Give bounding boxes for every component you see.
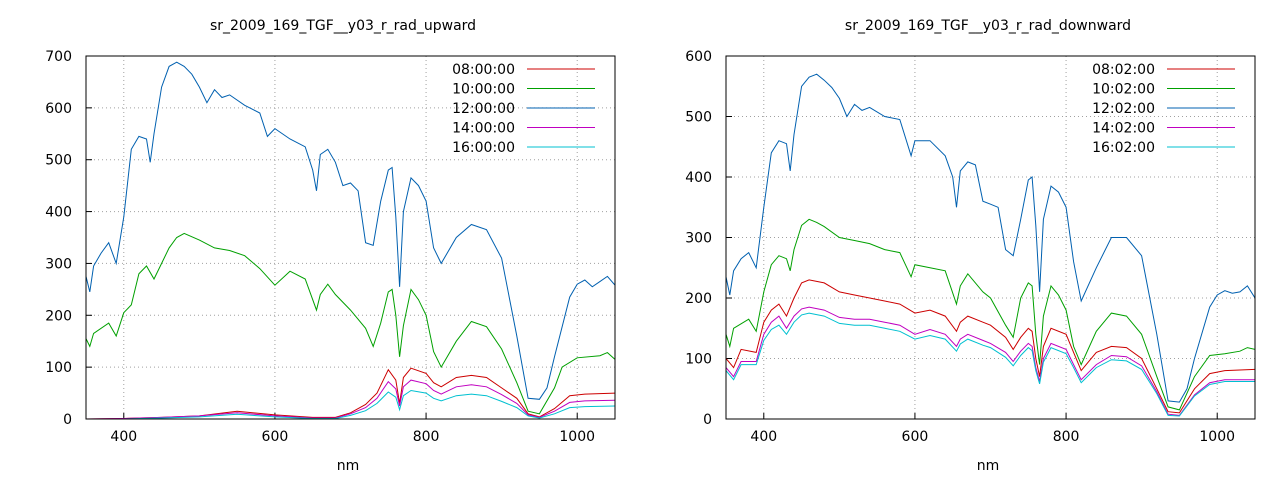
x-tick-label: 1000 bbox=[1199, 429, 1235, 445]
y-tick-label: 400 bbox=[45, 205, 72, 221]
y-tick-label: 500 bbox=[45, 153, 72, 169]
chart-downward: sr_2009_169_TGF__y03_r_rad_downward nm 4… bbox=[685, 18, 1256, 474]
x-axis-label: nm bbox=[337, 458, 360, 474]
y-tick-label: 600 bbox=[685, 49, 712, 65]
legend-label: 12:00:00 bbox=[452, 101, 515, 117]
x-tick-label: 1000 bbox=[559, 429, 595, 445]
y-tick-label: 300 bbox=[685, 231, 712, 247]
legend-label: 14:00:00 bbox=[452, 121, 515, 137]
series-line-140000 bbox=[86, 379, 615, 419]
y-tick-label: 200 bbox=[685, 291, 712, 307]
series-line-140200 bbox=[726, 306, 1255, 416]
chart-panel-upward: sr_2009_169_TGF__y03_r_rad_upward nm 400… bbox=[45, 18, 616, 474]
plot-frame bbox=[85, 55, 616, 420]
y-tick-label: 200 bbox=[45, 308, 72, 324]
chart-title: sr_2009_169_TGF__y03_r_rad_downward bbox=[845, 18, 1131, 34]
series-line-080200 bbox=[726, 279, 1255, 414]
y-tick-label: 0 bbox=[703, 412, 712, 428]
legend-label: 08:02:00 bbox=[1092, 62, 1155, 78]
series-line-100200 bbox=[726, 218, 1255, 411]
x-tick-label: 800 bbox=[413, 429, 440, 445]
legend-label: 16:00:00 bbox=[452, 140, 515, 156]
y-tick-label: 600 bbox=[45, 101, 72, 117]
chart-upward: sr_2009_169_TGF__y03_r_rad_upward nm 400… bbox=[45, 18, 616, 474]
y-tick-label: 500 bbox=[685, 110, 712, 126]
series-line-080000 bbox=[86, 367, 615, 419]
x-tick-label: 800 bbox=[1053, 429, 1080, 445]
y-tick-label: 400 bbox=[685, 170, 712, 186]
series-line-160000 bbox=[86, 389, 615, 419]
series-line-120200 bbox=[726, 73, 1255, 403]
y-tick-label: 100 bbox=[45, 360, 72, 376]
legend-label: 12:02:00 bbox=[1092, 101, 1155, 117]
legend-label: 10:00:00 bbox=[452, 82, 515, 98]
legend-label: 14:02:00 bbox=[1092, 121, 1155, 137]
legend-label: 08:00:00 bbox=[452, 62, 515, 78]
x-axis-label: nm bbox=[977, 458, 1000, 474]
y-tick-label: 300 bbox=[45, 256, 72, 272]
legend-label: 10:02:00 bbox=[1092, 82, 1155, 98]
chart-panel-downward: sr_2009_169_TGF__y03_r_rad_downward nm 4… bbox=[640, 0, 1280, 480]
series-line-100000 bbox=[86, 232, 615, 415]
series-line-160200 bbox=[726, 312, 1255, 417]
legend-label: 16:02:00 bbox=[1092, 140, 1155, 156]
chart-title: sr_2009_169_TGF__y03_r_rad_upward bbox=[210, 18, 476, 34]
x-tick-label: 400 bbox=[110, 429, 137, 445]
y-tick-label: 0 bbox=[63, 412, 72, 428]
series-line-120000 bbox=[86, 61, 615, 400]
plot-frame bbox=[725, 55, 1256, 420]
y-tick-label: 100 bbox=[685, 352, 712, 368]
y-tick-label: 700 bbox=[45, 49, 72, 65]
x-tick-label: 600 bbox=[262, 429, 289, 445]
x-tick-label: 600 bbox=[902, 429, 929, 445]
x-tick-label: 400 bbox=[750, 429, 777, 445]
